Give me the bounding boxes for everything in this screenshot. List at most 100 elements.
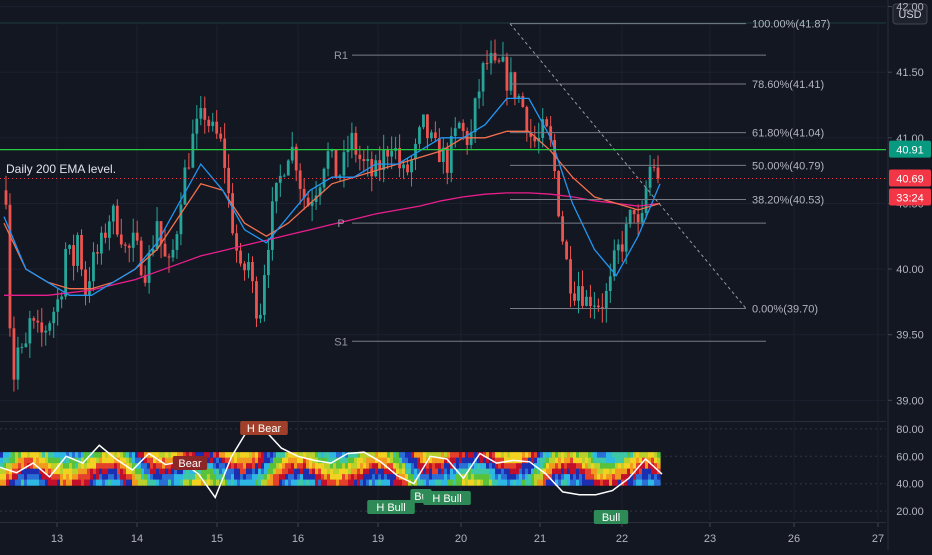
candle [278, 164, 282, 197]
candle [648, 154, 652, 196]
candle [585, 290, 588, 307]
svg-text:Bull: Bull [602, 512, 620, 524]
price-tick-label: 39.00 [896, 395, 924, 407]
currency-label: USD [898, 9, 921, 21]
grid [0, 6, 886, 523]
candle [175, 230, 179, 259]
candle [505, 52, 509, 106]
price-tick-label: 41.50 [896, 67, 924, 79]
candle [402, 160, 405, 180]
candle [64, 242, 68, 300]
candle [159, 221, 163, 259]
candle [433, 121, 437, 141]
candle [430, 129, 433, 142]
candle [593, 292, 596, 319]
candle [334, 149, 338, 179]
candle [565, 239, 568, 261]
candle [457, 121, 461, 129]
candle [92, 242, 95, 292]
candle [449, 127, 453, 183]
candle [60, 292, 64, 309]
oscillator-line [0, 428, 663, 499]
candle [68, 244, 71, 255]
price-tick-label: 42.00 [896, 2, 924, 14]
candle [52, 307, 56, 338]
candle [171, 239, 175, 262]
candle [100, 226, 103, 265]
candle [48, 320, 52, 336]
time-axis[interactable]: 13 14 15 16 19 20 21 22 23 26 27 [51, 523, 884, 545]
candle [131, 218, 135, 262]
candle [561, 210, 564, 245]
candle [36, 309, 40, 333]
svg-text:H Bull: H Bull [376, 502, 405, 514]
currency-badge[interactable] [892, 3, 928, 25]
candle [632, 209, 636, 224]
ema-slow-line [4, 192, 661, 296]
fib-level-label: 100.00%(41.87) [752, 19, 830, 31]
time-tick-label: 15 [211, 533, 223, 545]
candle [441, 138, 445, 174]
candle [84, 261, 87, 306]
svg-text:40.69: 40.69 [896, 174, 924, 186]
oscillator-tick-label: 60.00 [896, 451, 924, 463]
candle [127, 243, 131, 263]
svg-text:H Bull: H Bull [432, 493, 461, 505]
candle [80, 229, 83, 277]
ema200-annotation: Daily 200 EMA level. [6, 162, 116, 176]
candle [4, 175, 8, 210]
candle [493, 39, 497, 64]
candle [44, 325, 48, 346]
candle [469, 119, 473, 149]
candle [589, 284, 592, 318]
candle [215, 110, 219, 139]
pivot-label: P [337, 218, 344, 230]
svg-text:40.91: 40.91 [896, 145, 924, 157]
price-badge: 33:24 [889, 188, 931, 206]
fib-level-label: 0.00%(39.70) [752, 303, 818, 315]
candle [489, 40, 493, 75]
candle [577, 271, 580, 314]
oscillator-tick-label: 80.00 [896, 424, 924, 436]
candle [541, 107, 545, 148]
candle [481, 61, 485, 107]
candle [573, 281, 576, 306]
price-pane[interactable]: R1 P S1 100.00%(41.87) 78.60%(41.41) 61.80%(4… [0, 19, 886, 392]
candle [119, 218, 123, 248]
candle [223, 123, 227, 184]
candle [422, 114, 425, 130]
candle [191, 119, 195, 169]
price-badge: 40.69 [889, 169, 931, 187]
signal-label: Bull [593, 510, 629, 524]
candle [513, 71, 517, 106]
oscillator-tick-label: 40.00 [896, 479, 924, 491]
time-tick-label: 26 [788, 533, 800, 545]
candle [115, 199, 119, 237]
time-tick-label: 14 [131, 533, 143, 545]
candle [179, 192, 183, 246]
candle [187, 153, 191, 170]
candle [203, 96, 207, 134]
candle [461, 119, 465, 141]
candle [16, 336, 20, 390]
svg-text:Bear: Bear [178, 458, 202, 470]
candle [581, 270, 584, 310]
price-axis[interactable]: USD 42.0041.5041.0040.5040.0039.5039.008… [887, 0, 932, 550]
fib-level-label: 38.20%(40.53) [752, 195, 824, 207]
candle [199, 96, 203, 126]
candle [255, 276, 258, 328]
candle [569, 246, 572, 308]
candle [12, 316, 16, 392]
candle [32, 316, 36, 329]
candle [545, 116, 549, 128]
candle [123, 242, 127, 253]
candle [414, 138, 417, 171]
candle [24, 332, 28, 348]
candle [310, 189, 314, 222]
candle [103, 223, 107, 244]
candle [418, 125, 421, 149]
candle [28, 310, 32, 358]
fib-level-label: 78.60%(41.41) [752, 79, 824, 91]
